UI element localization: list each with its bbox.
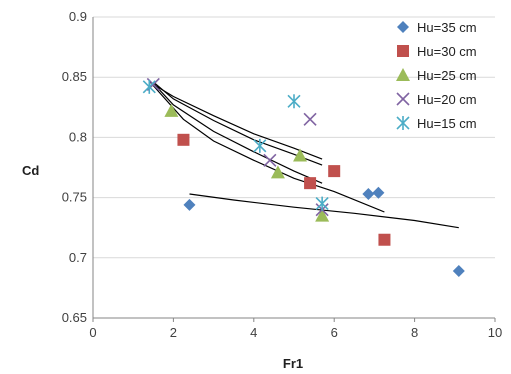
data-point-square [328,165,341,178]
legend-label: Hu=15 cm [417,116,477,131]
gridlines [93,16,495,319]
legend-item: Hu=25 cm [396,68,477,83]
legend-item: Hu=20 cm [396,92,477,107]
tick-labels: 0.65 0.7 0.75 0.8 0.85 0.9 0 2 4 6 8 10 [62,9,503,340]
trendline [189,193,459,229]
data-point-diamond [452,265,465,278]
data-point-square [378,233,391,246]
x-tick-label: 4 [250,325,257,340]
data-point-triangle [315,208,330,222]
legend-marker-square [397,45,409,57]
x-tick-label: 2 [170,325,177,340]
x-tick-label: 10 [488,325,502,340]
data-point-triangle [293,148,308,162]
trendlines [148,81,459,229]
trendline [152,82,323,184]
trendline [152,85,385,213]
data-points [142,77,465,278]
data-point-diamond [362,187,375,200]
data-point-x [303,112,317,126]
data-point-asterisk [287,94,301,109]
y-tick-label: 0.75 [62,190,87,205]
data-point-diamond [372,186,385,199]
series-0 [183,186,465,278]
legend-label: Hu=25 cm [417,68,477,83]
legend-marker-diamond [397,21,409,33]
legend-item: Hu=15 cm [396,116,477,131]
x-tick-label: 0 [89,325,96,340]
legend-item: Hu=35 cm [397,20,477,35]
data-point-triangle [164,103,179,117]
trendline [148,81,323,160]
legend-marker-triangle [396,68,410,81]
y-tick-label: 0.7 [69,250,87,265]
axes [92,17,496,322]
legend: Hu=35 cm Hu=30 cm Hu=25 cm Hu=20 cm Hu=15 cm [396,20,477,131]
y-axis-label: Cd [22,163,39,178]
data-point-asterisk [253,138,267,153]
legend-marker-x [396,92,410,106]
legend-marker-x-stroke [396,92,410,106]
series-4 [142,79,329,211]
x-axis-label: Fr1 [283,356,303,371]
data-point-x [263,153,277,167]
y-tick-label: 0.85 [62,69,87,84]
legend-label: Hu=30 cm [417,44,477,59]
series-2 [164,103,330,222]
data-point-square [304,177,317,190]
legend-label: Hu=20 cm [417,92,477,107]
y-tick-label: 0.65 [62,310,87,325]
x-tick-label: 8 [411,325,418,340]
y-tick-label: 0.9 [69,9,87,24]
data-point-asterisk [315,196,329,211]
legend-label: Hu=35 cm [417,20,477,35]
legend-marker-asterisk [396,116,410,130]
legend-item: Hu=30 cm [397,44,477,59]
data-point-x-stroke [303,112,317,126]
y-tick-label: 0.8 [69,129,87,144]
data-point-square [177,133,190,146]
data-point-x-stroke [263,153,277,167]
data-point-asterisk [142,79,156,94]
x-tick-label: 6 [331,325,338,340]
data-point-diamond [183,198,196,211]
series-1 [177,133,391,246]
data-point-triangle [270,165,285,179]
